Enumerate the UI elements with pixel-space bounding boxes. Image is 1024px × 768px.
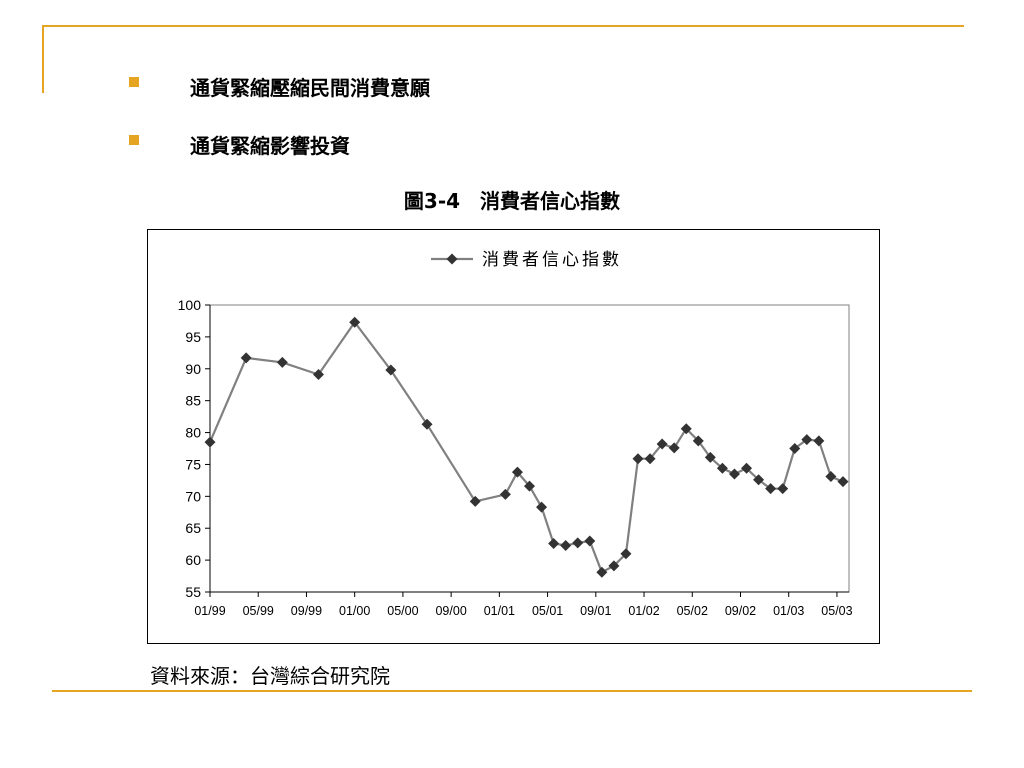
data-point <box>632 453 644 465</box>
data-point <box>572 537 584 549</box>
source-note: 資料來源：台灣綜合研究院 <box>150 664 390 688</box>
x-tick-label: 05/03 <box>821 604 852 618</box>
x-tick-label: 05/00 <box>387 604 418 618</box>
y-tick-label: 95 <box>185 329 201 345</box>
data-point <box>789 443 801 454</box>
left-accent-rule <box>42 25 44 93</box>
bullet-text: 通貨緊縮壓縮民間消費意願 <box>190 76 430 100</box>
data-point <box>704 451 716 463</box>
data-point <box>741 462 753 474</box>
data-point <box>692 435 704 447</box>
legend-marker <box>446 253 458 265</box>
x-tick-label: 01/03 <box>773 604 804 618</box>
y-tick-label: 55 <box>185 584 201 600</box>
y-tick-label: 60 <box>185 552 201 568</box>
data-point <box>656 438 668 450</box>
x-tick-label: 01/02 <box>628 604 659 618</box>
x-tick-label: 09/00 <box>435 604 466 618</box>
data-point <box>801 434 813 446</box>
chart-frame: 55 60 65 70 75 80 85 90 95 100 01/99 05/99 09/99 01/0… <box>147 229 880 644</box>
data-point <box>765 483 777 495</box>
data-point <box>620 548 632 560</box>
bottom-accent-rule <box>52 690 972 692</box>
series-line <box>208 320 844 574</box>
data-point <box>313 369 325 381</box>
data-point <box>349 316 361 328</box>
data-point <box>524 480 535 492</box>
data-point <box>716 462 728 474</box>
y-tick-label: 75 <box>185 456 201 472</box>
data-point <box>469 495 481 507</box>
data-point <box>536 501 548 513</box>
y-tick-label: 100 <box>178 297 202 313</box>
data-point <box>813 435 825 447</box>
plot-area <box>209 304 850 593</box>
x-tick-label: 05/01 <box>532 604 563 618</box>
data-point <box>584 535 596 547</box>
y-tick-label: 85 <box>185 393 201 409</box>
data-point <box>777 483 789 495</box>
square-bullet-icon <box>129 135 139 145</box>
data-point <box>825 471 837 483</box>
y-tick-label: 70 <box>185 488 201 504</box>
line-chart: 55 60 65 70 75 80 85 90 95 100 01/99 05/99 09/99 01/0… <box>178 250 853 618</box>
y-tick-label: 80 <box>185 425 201 441</box>
legend-label: 消費者信心指數 <box>482 250 622 270</box>
data-point <box>596 566 608 578</box>
data-point <box>753 474 765 486</box>
data-point <box>644 453 656 465</box>
data-point <box>548 538 560 550</box>
x-tick-label: 01/00 <box>339 604 370 618</box>
data-point <box>499 488 511 500</box>
bullet-item-consumption: 通貨緊縮壓縮民間消費意願 <box>129 72 430 101</box>
y-tick-label: 65 <box>185 520 201 536</box>
data-point <box>837 476 849 488</box>
x-tick-label: 09/99 <box>291 604 322 618</box>
data-point <box>680 423 692 435</box>
data-point <box>204 436 216 448</box>
x-tick-label: 01/01 <box>484 604 515 618</box>
square-bullet-icon <box>129 77 139 87</box>
data-point <box>560 539 572 551</box>
y-tick-label: 90 <box>185 361 201 377</box>
figure-title: 圖3-4 消費者信心指數 <box>403 189 621 213</box>
bullet-item-investment: 通貨緊縮影響投資 <box>129 130 350 159</box>
x-tick-label: 05/99 <box>243 604 274 618</box>
data-point <box>240 352 252 364</box>
data-point <box>421 418 433 430</box>
data-point <box>668 442 680 454</box>
x-tick-label: 01/99 <box>194 604 225 618</box>
top-accent-rule <box>42 25 964 27</box>
data-point <box>608 560 620 572</box>
data-point <box>276 356 288 368</box>
x-tick-label: 09/01 <box>580 604 611 618</box>
data-point <box>728 468 740 480</box>
x-tick-label: 09/02 <box>725 604 756 618</box>
bullet-text: 通貨緊縮影響投資 <box>190 134 350 158</box>
data-point <box>385 364 397 376</box>
x-tick-label: 05/02 <box>677 604 708 618</box>
